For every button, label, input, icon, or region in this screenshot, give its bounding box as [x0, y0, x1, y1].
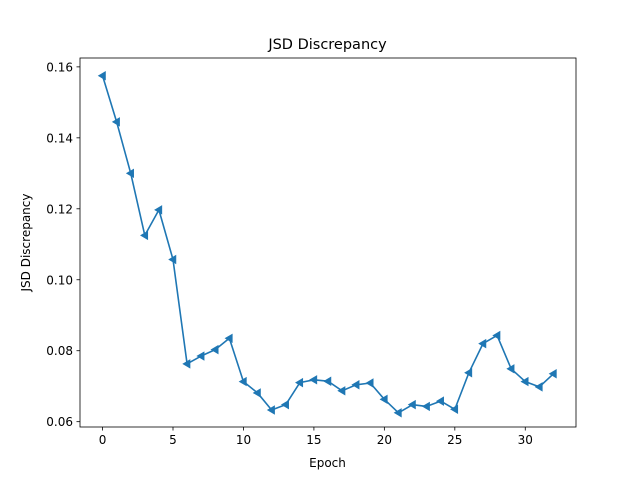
x-axis-label: Epoch — [309, 456, 346, 470]
data-point-marker — [295, 377, 304, 388]
x-tick-label: 10 — [236, 433, 251, 447]
data-point-marker — [548, 369, 557, 379]
y-tick-label: 0.16 — [46, 60, 73, 74]
data-point-marker — [478, 338, 487, 349]
plot-area: 0 5 10 15 20 25 30 0.06 0.08 0.10 0.12 0.14 0.16 — [46, 57, 577, 447]
chart-title: JSD Discrepancy — [267, 37, 387, 53]
data-point-marker — [450, 404, 459, 414]
data-point-marker — [154, 205, 163, 215]
data-point-marker — [280, 399, 289, 410]
data-point-marker — [252, 388, 261, 398]
data-point-marker — [196, 351, 205, 361]
x-tick-label: 5 — [169, 433, 177, 447]
y-tick-label: 0.12 — [46, 202, 73, 216]
data-point-marker — [182, 359, 191, 369]
data-point-marker — [464, 367, 473, 378]
data-point-marker — [168, 254, 177, 265]
data-point-marker — [534, 382, 543, 392]
data-point-marker — [379, 394, 388, 405]
data-point-marker — [97, 71, 106, 81]
data-point-marker — [323, 376, 332, 386]
x-tick-label: 30 — [518, 433, 533, 447]
data-point-marker — [210, 344, 219, 355]
y-tick-label: 0.06 — [46, 415, 73, 429]
data-point-marker — [266, 405, 275, 415]
data-point-marker — [125, 168, 134, 179]
data-point-marker — [365, 378, 374, 388]
y-tick-label: 0.10 — [46, 273, 73, 287]
y-axis-label: JSD Discrepancy — [19, 194, 33, 293]
data-point-marker — [520, 376, 529, 387]
data-point-marker — [407, 399, 416, 410]
data-point-marker — [140, 230, 149, 241]
data-point-marker — [506, 364, 515, 374]
x-tick-label: 0 — [99, 433, 107, 447]
data-point-marker — [421, 401, 430, 412]
axes-frame — [79, 57, 577, 428]
series-line — [101, 75, 554, 414]
data-point-marker — [351, 380, 360, 390]
data-point-marker — [435, 396, 444, 406]
x-tick-label: 15 — [306, 433, 321, 447]
y-tick-label: 0.14 — [46, 131, 73, 145]
y-tick-label: 0.08 — [46, 344, 73, 358]
data-point-marker — [238, 376, 247, 387]
data-point-marker — [337, 386, 346, 396]
data-point-marker — [111, 117, 120, 127]
x-tick-label: 20 — [377, 433, 392, 447]
data-point-marker — [492, 330, 501, 341]
x-tick-label: 25 — [447, 433, 462, 447]
data-point-marker — [309, 375, 318, 385]
data-point-marker — [224, 333, 233, 344]
data-point-marker — [393, 408, 402, 418]
